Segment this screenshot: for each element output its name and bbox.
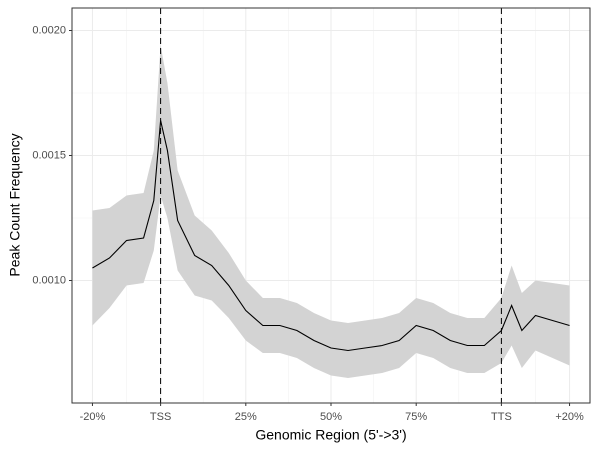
- x-tick-label: +20%: [555, 411, 584, 423]
- line: [92, 120, 570, 352]
- y-tick-label: 0.0010: [32, 274, 66, 286]
- y-tick-label: 0.0020: [32, 24, 66, 36]
- confidence-band: [92, 45, 570, 378]
- x-tick-label: 50%: [320, 411, 342, 423]
- x-tick-label: TTS: [491, 411, 512, 423]
- x-tick-label: 25%: [235, 411, 257, 423]
- x-tick-label: TSS: [150, 411, 171, 423]
- x-axis-title: Genomic Region (5'->3'): [255, 427, 406, 443]
- y-tick-label: 0.0015: [32, 149, 66, 161]
- panel-border: [71, 7, 591, 404]
- x-tick-label: 75%: [405, 411, 427, 423]
- x-tick-label: -20%: [80, 411, 106, 423]
- y-axis-title: Peak Count Frequency: [7, 133, 23, 276]
